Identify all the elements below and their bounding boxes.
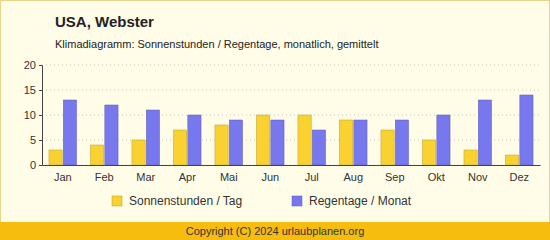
x-tick: Mai	[220, 165, 238, 183]
chart: USA, Webster Klimadiagramm: Sonnenstunden…	[0, 0, 550, 240]
x-tick: Okt	[428, 165, 445, 183]
x-tick: Mar	[136, 165, 155, 183]
grid-line	[42, 90, 540, 91]
bars	[49, 95, 533, 165]
title: USA, Webster	[55, 13, 154, 30]
x-tick-label: Jul	[305, 171, 319, 183]
legend-label: Regentage / Monat	[309, 194, 412, 208]
x-tick-label: Mar	[136, 171, 155, 183]
x-tick: Aug	[343, 165, 363, 183]
bar	[298, 115, 311, 165]
x-tick-label: Apr	[179, 171, 196, 183]
bar	[90, 145, 103, 165]
legend-swatch	[112, 196, 122, 206]
bar	[146, 110, 159, 165]
subtitle: Klimadiagramm: Sonnenstunden / Regentage…	[55, 38, 378, 50]
bar	[188, 115, 201, 165]
bar	[395, 120, 408, 165]
x-tick-label: Aug	[343, 171, 363, 183]
x-tick-label: Nov	[468, 171, 488, 183]
x-tick: Dez	[509, 165, 529, 183]
bar	[505, 155, 518, 165]
x-tick-label: Jun	[261, 171, 279, 183]
x-axis: Jan Feb Mar Apr Mai Jun Jul Aug Sep Okt Nov Dez	[43, 165, 541, 183]
x-tick-label: Okt	[428, 171, 445, 183]
x-tick: Jan	[54, 165, 72, 183]
x-tick-label: Mai	[220, 171, 238, 183]
background	[1, 1, 550, 240]
y-tick-mark	[39, 140, 42, 141]
x-tick-label: Feb	[95, 171, 114, 183]
x-tick: Jun	[261, 165, 279, 183]
bar	[339, 120, 352, 165]
grid-line	[42, 65, 540, 66]
bar	[105, 105, 118, 165]
y-tick-mark	[39, 65, 42, 66]
bar	[63, 100, 76, 165]
x-tick: Apr	[179, 165, 196, 183]
x-tick: Nov	[468, 165, 488, 183]
footer-bar	[0, 222, 550, 240]
footer: Copyright (C) 2024 urlaubplanen.org	[186, 225, 365, 237]
grid	[42, 65, 540, 165]
y-tick-label: 15	[24, 84, 36, 96]
legend: Sonnenstunden / Tag Regentage / Monat	[112, 194, 412, 208]
y-tick: 20	[24, 59, 42, 71]
y-axis-line	[39, 66, 43, 166]
bar	[354, 120, 367, 165]
x-tick-label: Dez	[509, 171, 529, 183]
bar	[49, 150, 62, 165]
bar	[229, 120, 242, 165]
y-tick: 15	[24, 84, 42, 96]
y-tick-mark	[39, 90, 42, 91]
bar	[132, 140, 145, 165]
bar	[271, 120, 284, 165]
x-tick-label: Sep	[385, 171, 405, 183]
y-tick-label: 0	[30, 159, 36, 171]
y-axis: 0 5 10 15 20	[24, 59, 43, 171]
bar	[478, 100, 491, 165]
x-tick: Sep	[385, 165, 405, 183]
y-tick: 0	[30, 159, 42, 171]
bar	[520, 95, 533, 165]
bar	[381, 130, 394, 165]
y-tick: 10	[24, 109, 42, 121]
x-tick: Jul	[305, 165, 319, 183]
y-tick-mark	[39, 165, 42, 166]
y-tick-label: 5	[30, 134, 36, 146]
y-tick-mark	[39, 115, 42, 116]
x-tick-label: Jan	[54, 171, 72, 183]
bar	[256, 115, 269, 165]
legend-label: Sonnenstunden / Tag	[129, 194, 242, 208]
bar	[215, 125, 228, 165]
y-tick-label: 20	[24, 59, 36, 71]
bar	[437, 115, 450, 165]
bar	[173, 130, 186, 165]
x-tick: Feb	[95, 165, 114, 183]
bar	[422, 140, 435, 165]
legend-swatch	[292, 196, 302, 206]
y-tick: 5	[30, 134, 42, 146]
y-tick-label: 10	[24, 109, 36, 121]
x-axis-line	[43, 165, 541, 166]
bar	[464, 150, 477, 165]
bar	[312, 130, 325, 165]
